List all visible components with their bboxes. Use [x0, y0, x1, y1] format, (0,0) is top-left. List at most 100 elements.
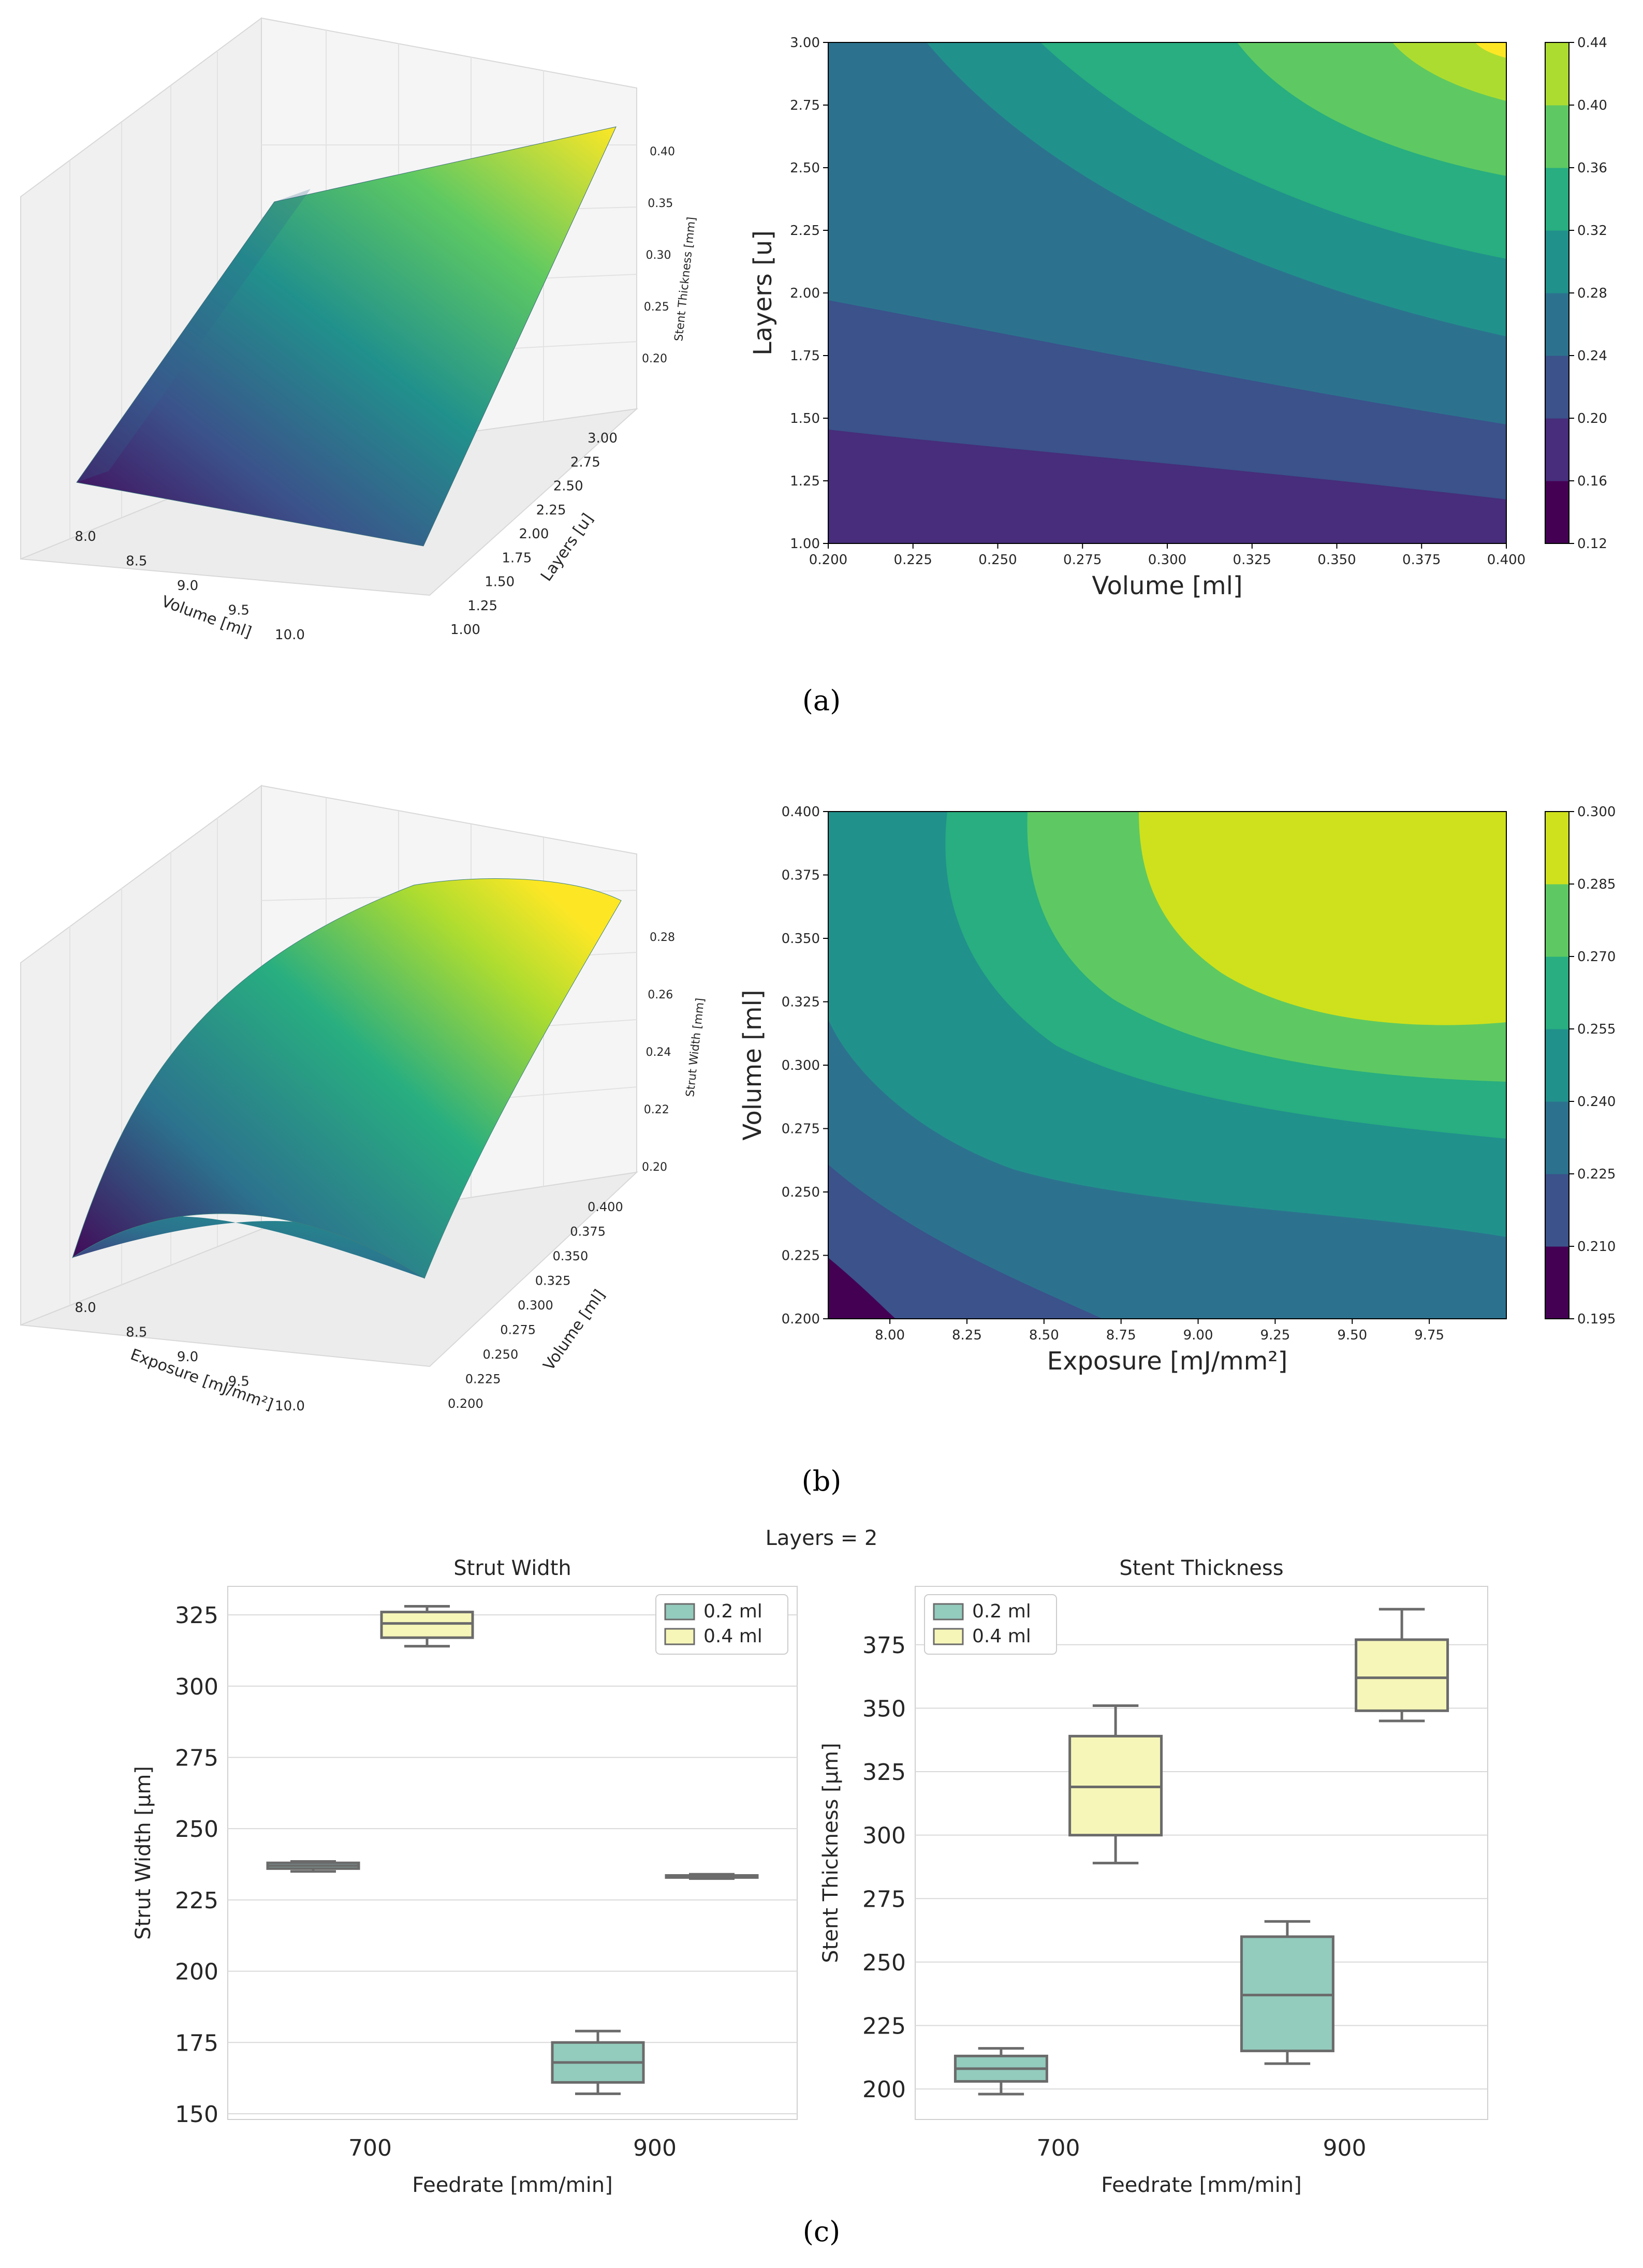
colorbar-band [1545, 812, 1569, 885]
a-surface-zticks: 0.20 0.25 0.30 0.35 0.40 [642, 145, 675, 365]
a-surface-ytick: 3.00 [588, 431, 618, 446]
colorbar-tick: 0.300 [1577, 804, 1616, 820]
colorbar-band [1545, 105, 1569, 168]
y-tick-label: 325 [175, 1602, 218, 1629]
b-surface-xtick: 9.5 [228, 1374, 250, 1390]
colorbar-tick: 0.255 [1577, 1022, 1616, 1037]
contour-xtick: 0.350 [1317, 552, 1356, 568]
b-surface-xticks: 8.0 8.5 9.0 9.5 10.0 [75, 1300, 305, 1414]
colorbar-band [1545, 168, 1569, 231]
colorbar-band [1545, 1029, 1569, 1102]
y-tick-label: 325 [862, 1759, 906, 1786]
contour-xtick: 0.375 [1402, 552, 1441, 568]
contour-ytick: 1.00 [790, 536, 820, 552]
contour-ytick: 0.350 [782, 931, 820, 947]
legend-swatch [664, 1603, 695, 1621]
x-tick-label: 700 [348, 2135, 392, 2161]
contour-xtick: 0.400 [1487, 552, 1525, 568]
y-tick-label: 225 [862, 2013, 906, 2040]
b-surface-xtick: 8.5 [126, 1325, 147, 1341]
b-contour-ylabel: Volume [ml] [738, 990, 767, 1140]
b-surface-zlabel: Strut Width [mm] [684, 997, 707, 1098]
caption-c: (c) [803, 2215, 840, 2248]
contour-ytick: 0.225 [782, 1248, 820, 1264]
a-surface-xtick: 10.0 [275, 627, 305, 643]
a-surface-ztick: 0.40 [650, 145, 675, 158]
contour-ytick: 2.50 [790, 160, 820, 176]
legend-swatch [664, 1628, 695, 1645]
b-surface-xtick: 8.0 [75, 1300, 96, 1316]
a-surface-yticks: 1.00 1.25 1.50 1.75 2.00 2.25 2.50 2.75 3.00 [450, 431, 618, 638]
b-contour-xlabel: Exposure [mJ/mm²] [1047, 1347, 1288, 1376]
a-surface-xtick: 9.0 [177, 578, 198, 594]
subplot-title: Strut Width [453, 1556, 571, 1580]
b-surface-ytick: 0.200 [448, 1396, 483, 1411]
contour-xtick: 0.200 [809, 552, 847, 568]
a-surface-ytick: 1.25 [467, 598, 497, 614]
b-surface-ytick: 0.325 [535, 1274, 571, 1288]
caption-b: (b) [802, 1465, 842, 1497]
a-surface-ztick: 0.30 [646, 249, 671, 262]
contour-xtick: 0.325 [1233, 552, 1271, 568]
colorbar-tick: 0.28 [1577, 286, 1607, 301]
b-surface-ztick: 0.24 [646, 1046, 671, 1059]
a-contour-xlabel: Volume [ml] [1092, 571, 1242, 600]
y-tick-label: 150 [175, 2101, 218, 2128]
y-axis-label: Stent Thickness [µm] [819, 1743, 843, 1963]
box-0_4-ml [380, 1611, 474, 1639]
colorbar-band [1545, 356, 1569, 419]
y-tick-label: 275 [175, 1745, 218, 1771]
colorbar-band [1545, 418, 1569, 481]
contour-ytick: 1.75 [790, 348, 820, 364]
contour-xtick: 0.250 [978, 552, 1017, 568]
colorbar-band [1545, 481, 1569, 544]
a-surface-ytick: 1.50 [485, 575, 515, 590]
colorbar-tick: 0.36 [1577, 160, 1607, 176]
a-surface-ytick: 2.75 [570, 454, 600, 470]
x-axis-label: Feedrate [mm/min] [412, 2173, 612, 2197]
contour-ytick: 3.00 [790, 35, 820, 51]
legend-swatch [933, 1628, 964, 1645]
b-surface-ytick: 0.400 [588, 1200, 623, 1214]
contour-xtick: 0.300 [1148, 552, 1186, 568]
legend-swatch [933, 1603, 964, 1621]
colorbar-tick: 0.285 [1577, 877, 1616, 892]
a-colorbar: 0.12 0.16 0.20 0.24 0.28 0.32 0.36 0.40 0.44 [1545, 35, 1607, 552]
a-contour-yticks: 1.00 1.25 1.50 1.75 2.00 2.25 2.50 2.75 3.00 [790, 35, 828, 552]
contour-xtick: 8.75 [1106, 1328, 1136, 1343]
legend-label: 0.2 ml [972, 1601, 1031, 1622]
a-surface-ytick: 2.50 [553, 479, 583, 494]
b-surface-xtick: 10.0 [275, 1398, 305, 1414]
a-surface-ytick: 1.00 [450, 622, 480, 638]
y-tick-label: 225 [175, 1888, 218, 1914]
x-tick-label: 900 [633, 2135, 677, 2161]
b-contour-yticks: 0.200 0.225 0.250 0.275 0.300 0.325 0.350 0.375… [782, 804, 828, 1327]
colorbar-tick: 0.210 [1577, 1239, 1616, 1255]
contour-ytick: 0.200 [782, 1312, 820, 1327]
b-surface-ytick: 0.225 [465, 1372, 501, 1387]
contour-xtick: 0.275 [1063, 552, 1102, 568]
x-axis-label: Feedrate [mm/min] [1101, 2173, 1301, 2197]
colorbar-tick: 0.195 [1577, 1312, 1616, 1327]
contour-ytick: 0.325 [782, 995, 820, 1010]
colorbar-band [1545, 1174, 1569, 1247]
b-surface-zticks: 0.20 0.22 0.24 0.26 0.28 [642, 931, 675, 1174]
y-tick-label: 275 [862, 1886, 906, 1912]
panel-b-contour: 8.00 8.25 8.50 8.75 9.00 9.25 9.50 9.75 0.200 0.… [738, 804, 1616, 1376]
y-tick-label: 375 [862, 1632, 906, 1659]
b-surface-ytick: 0.350 [553, 1249, 589, 1263]
b-colorbar: 0.195 0.210 0.225 0.240 0.255 0.270 0.285 0.300 [1545, 804, 1616, 1327]
box-0_4-ml [1355, 1638, 1449, 1712]
y-tick-label: 175 [175, 2030, 218, 2056]
contour-ytick: 2.25 [790, 223, 820, 239]
c-strut-width-plot: 150 175 200 225 250 275 300 325 Strut Width Feedr… [131, 1556, 798, 2197]
y-tick-label: 350 [862, 1696, 906, 1722]
a-surface-ztick: 0.35 [648, 197, 673, 210]
contour-xtick: 0.225 [894, 552, 932, 568]
contour-xtick: 8.00 [875, 1328, 905, 1343]
contour-ytick: 0.300 [782, 1058, 820, 1073]
b-surface-xlabel: Exposure [mJ/mm²] [128, 1346, 275, 1414]
y-tick-label: 250 [862, 1950, 906, 1976]
b-contour-xticks: 8.00 8.25 8.50 8.75 9.00 9.25 9.50 9.75 [875, 1319, 1444, 1343]
contour-ytick: 0.400 [782, 804, 820, 820]
